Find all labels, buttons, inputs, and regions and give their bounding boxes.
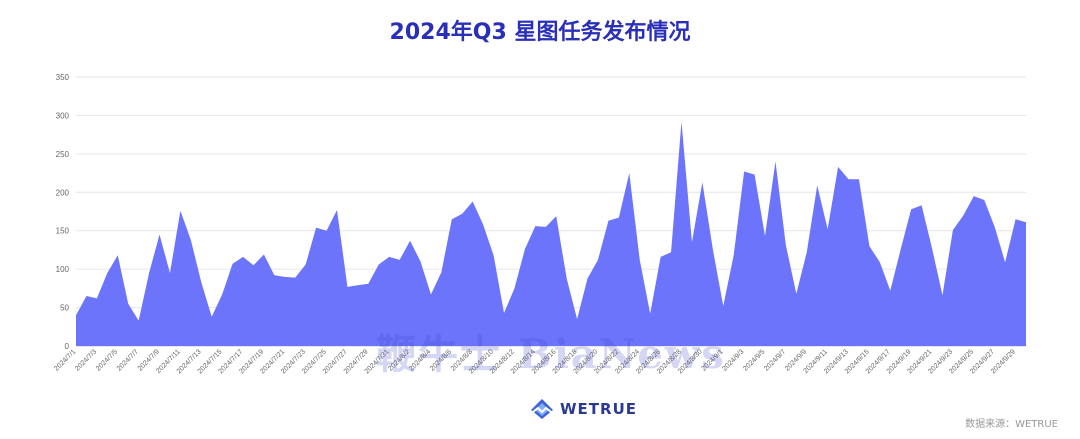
- x-tick-label: 2024/7/1: [53, 348, 77, 372]
- x-tick-label: 2024/7/7: [116, 348, 140, 372]
- chart-title: 2024年Q3 星图任务发布情况: [389, 20, 691, 45]
- x-tick-label: 2024/7/5: [95, 348, 119, 372]
- x-tick-label: 2024/9/5: [742, 348, 766, 372]
- area-series: [76, 121, 1026, 346]
- brand-name: WETRUE: [560, 400, 638, 418]
- y-tick-label: 250: [56, 150, 70, 159]
- source-note: 数据来源：WETRUE: [965, 419, 1058, 430]
- x-tick-label: 2024/7/3: [74, 348, 98, 372]
- y-tick-label: 0: [65, 342, 70, 351]
- area-series-path: [76, 121, 1026, 346]
- brand-logo: WETRUE: [530, 398, 637, 420]
- x-tick-label: 2024/9/7: [763, 348, 787, 372]
- y-tick-label: 200: [56, 188, 70, 197]
- wetrue-logo-icon: [531, 399, 553, 419]
- y-tick-label: 350: [56, 73, 70, 82]
- watermark-text: 鞭牛士 BiaNews: [376, 331, 726, 378]
- y-tick-label: 300: [56, 111, 70, 120]
- y-tick-label: 100: [56, 265, 70, 274]
- y-tick-label: 150: [56, 227, 70, 236]
- y-axis-ticks: 0 50 100 150 200 250 300 350: [56, 73, 70, 351]
- y-tick-label: 50: [60, 304, 69, 313]
